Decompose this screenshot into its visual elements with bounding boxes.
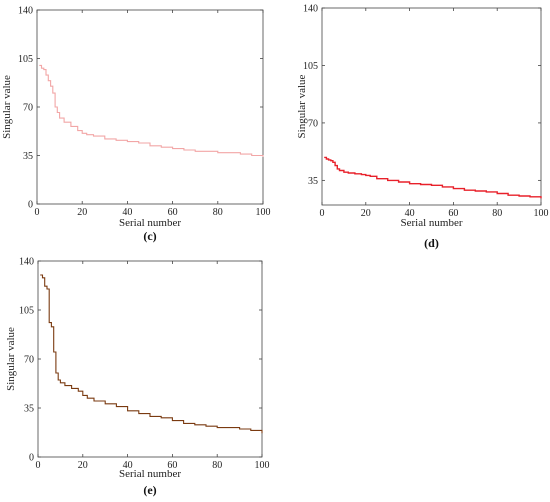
y-tick-label: 35 bbox=[24, 404, 34, 415]
x-tick-label: 100 bbox=[534, 208, 549, 219]
y-tick-label: 105 bbox=[18, 54, 33, 65]
y-tick-label: 70 bbox=[23, 103, 33, 114]
x-tick-label: 80 bbox=[492, 208, 502, 219]
plot-frame bbox=[36, 9, 264, 205]
x-tick-label: 60 bbox=[167, 460, 177, 471]
x-tick-label: 0 bbox=[35, 207, 40, 218]
y-tick-label: 140 bbox=[303, 4, 318, 15]
y-axis-label: Singular value bbox=[1, 75, 13, 139]
x-tick-label: 100 bbox=[256, 207, 271, 218]
y-tick-label: 0 bbox=[29, 453, 34, 464]
y-tick-label: 70 bbox=[24, 355, 34, 366]
x-axis-label: Serial number bbox=[400, 217, 462, 229]
x-axis-label: Serial number bbox=[119, 217, 181, 229]
y-tick-label: 35 bbox=[23, 151, 33, 162]
y-tick-label: 70 bbox=[308, 118, 318, 129]
x-tick-label: 0 bbox=[320, 208, 325, 219]
y-tick-label: 0 bbox=[28, 200, 33, 211]
x-tick-label: 60 bbox=[448, 208, 458, 219]
x-tick-label: 80 bbox=[213, 207, 223, 218]
plot-frame bbox=[321, 7, 542, 206]
panel-label: (c) bbox=[143, 229, 156, 243]
x-tick-label: 100 bbox=[255, 460, 270, 471]
x-axis-label: Serial number bbox=[119, 468, 181, 480]
y-tick-label: 140 bbox=[19, 257, 34, 268]
y-tick-label: 105 bbox=[303, 61, 318, 72]
x-tick-label: 20 bbox=[361, 208, 371, 219]
chart-panel-1: 0 20 40 60 80 100 0 35 70 105 140 Serial number Sing… bbox=[1, 6, 271, 244]
x-tick-label: 20 bbox=[78, 460, 88, 471]
y-axis-label: Singular value bbox=[5, 327, 17, 391]
x-tick-label: 40 bbox=[122, 207, 132, 218]
chart-panel-2: 0 20 40 60 80 100 35 70 105 140 Serial number Singu… bbox=[296, 4, 549, 251]
y-tick-label: 140 bbox=[18, 6, 33, 17]
panel-label: (d) bbox=[424, 236, 439, 250]
panel-label: (e) bbox=[143, 483, 156, 497]
y-axis-label: Singular value bbox=[296, 74, 308, 138]
series-line-1 bbox=[324, 156, 542, 199]
x-tick-label: 40 bbox=[405, 208, 415, 219]
x-tick-label: 40 bbox=[123, 460, 133, 471]
x-tick-label: 80 bbox=[212, 460, 222, 471]
y-tick-label: 35 bbox=[308, 176, 318, 187]
y-tick-label: 105 bbox=[19, 306, 34, 317]
x-tick-label: 0 bbox=[36, 460, 41, 471]
series-line-1 bbox=[40, 274, 263, 434]
chart-panel-3: 0 20 40 60 80 100 0 35 70 105 140 Serial number Sing… bbox=[5, 257, 270, 498]
x-tick-label: 60 bbox=[168, 207, 178, 218]
series-line-1 bbox=[39, 64, 264, 157]
x-tick-label: 20 bbox=[77, 207, 87, 218]
